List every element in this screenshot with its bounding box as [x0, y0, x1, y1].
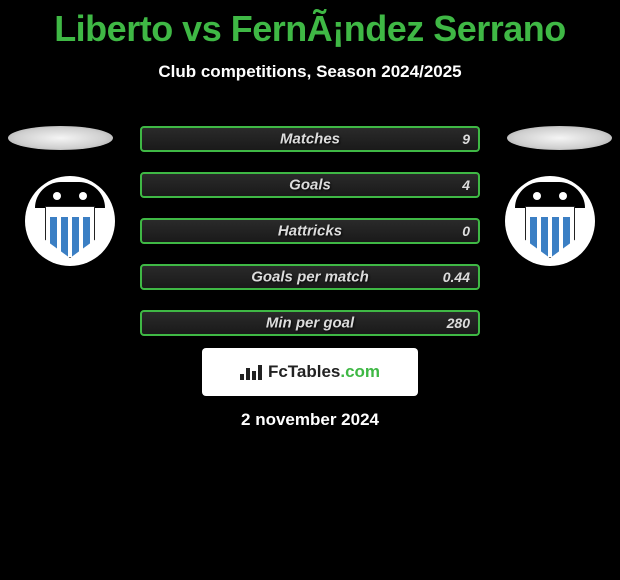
stat-right-value: 9 — [462, 131, 470, 147]
stat-label: Matches — [142, 131, 478, 148]
stat-label: Goals — [142, 177, 478, 194]
stat-row: Matches 9 — [140, 126, 480, 152]
branding-site-name: FcTables — [268, 362, 340, 381]
stat-label: Min per goal — [142, 315, 478, 332]
branding-text: FcTables.com — [268, 362, 380, 382]
stat-row: Hattricks 0 — [140, 218, 480, 244]
stat-right-value: 280 — [447, 315, 470, 331]
player-right-club-badge — [505, 176, 595, 266]
footer-date: 2 november 2024 — [0, 410, 620, 430]
stat-label: Hattricks — [142, 223, 478, 240]
stat-row: Goals per match 0.44 — [140, 264, 480, 290]
bars-icon — [240, 365, 262, 380]
stat-right-value: 0 — [462, 223, 470, 239]
branding-box: FcTables.com — [202, 348, 418, 396]
stat-row: Goals 4 — [140, 172, 480, 198]
stat-row: Min per goal 280 — [140, 310, 480, 336]
stats-table: Matches 9 Goals 4 Hattricks 0 Goals per … — [140, 126, 480, 356]
page-subtitle: Club competitions, Season 2024/2025 — [0, 62, 620, 82]
stat-right-value: 0.44 — [443, 269, 470, 285]
stat-right-value: 4 — [462, 177, 470, 193]
page-title: Liberto vs FernÃ¡ndez Serrano — [0, 0, 620, 50]
player-left-club-badge — [25, 176, 115, 266]
stat-label: Goals per match — [142, 269, 478, 286]
player-left-avatar-placeholder — [8, 126, 113, 150]
player-right-avatar-placeholder — [507, 126, 612, 150]
branding-site-suffix: .com — [340, 362, 380, 381]
